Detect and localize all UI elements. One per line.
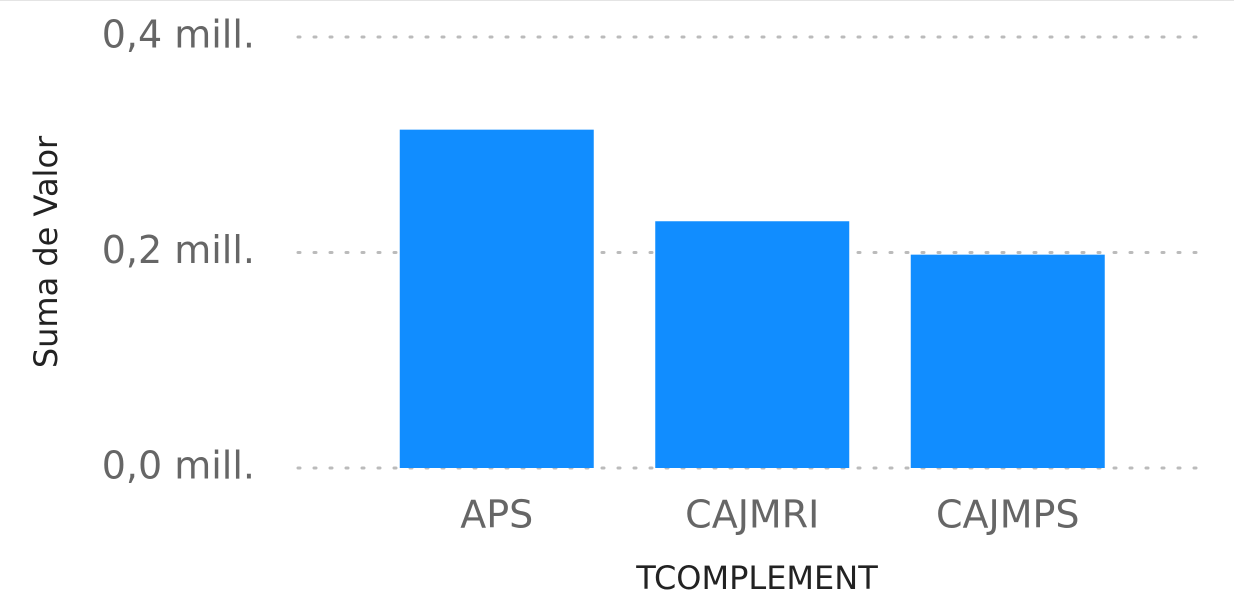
bar [910, 254, 1105, 468]
y-tick-label: 0,4 mill. [102, 13, 255, 57]
x-tick-label: CAJMRI [685, 493, 819, 537]
x-tick-label: APS [460, 493, 533, 537]
bar [655, 221, 850, 468]
x-axis-title: TCOMPLEMENT [635, 559, 878, 597]
y-axis-title: Suma de Valor [27, 135, 65, 368]
bar [399, 129, 594, 469]
x-tick-label: CAJMPS [936, 493, 1080, 537]
y-tick-label: 0,2 mill. [102, 228, 255, 272]
y-tick-label: 0,0 mill. [102, 444, 255, 488]
